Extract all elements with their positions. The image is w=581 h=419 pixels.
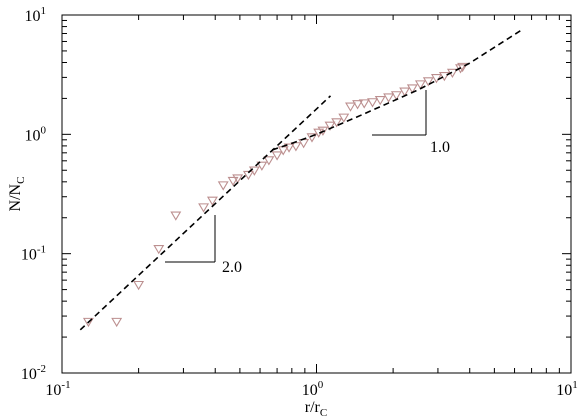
data-point xyxy=(227,176,239,187)
data-point xyxy=(111,317,123,328)
y-axis-label-subscript: C xyxy=(15,177,27,184)
tick-label-exponent: 0 xyxy=(318,379,324,391)
data-point xyxy=(283,143,295,153)
tick-label-base: 10 xyxy=(302,382,318,399)
data-point xyxy=(306,133,318,143)
data-point xyxy=(331,118,343,128)
tick-label-base: 10 xyxy=(556,382,572,399)
data-point xyxy=(383,93,395,103)
data-point xyxy=(358,99,370,109)
tick-label-exponent: -2 xyxy=(37,363,46,375)
tick-label-exponent: 1 xyxy=(41,5,47,17)
y-axis-label: N/NC xyxy=(7,177,27,212)
tick-label-exponent: -1 xyxy=(61,379,70,391)
data-point xyxy=(406,84,418,94)
data-point xyxy=(374,96,386,106)
data-point xyxy=(324,121,336,131)
tick-label: 10-1 xyxy=(21,244,46,264)
fit-line xyxy=(271,29,523,151)
data-point xyxy=(338,113,350,123)
tick-label-base: 10 xyxy=(45,382,61,399)
data-point xyxy=(82,317,94,328)
tick-label-exponent: 0 xyxy=(41,124,47,136)
data-point xyxy=(317,126,329,136)
annotation: 2.0 xyxy=(222,259,242,276)
data-point xyxy=(263,156,275,166)
data-point xyxy=(232,174,244,184)
tick-label: 101 xyxy=(556,379,578,399)
data-point xyxy=(290,142,302,152)
data-point xyxy=(133,280,145,291)
data-point xyxy=(153,245,165,255)
data-point xyxy=(345,102,356,112)
data-point xyxy=(414,80,426,90)
fit-line xyxy=(79,95,332,331)
data-point xyxy=(352,100,364,110)
tick-label-base: 10 xyxy=(21,247,37,264)
data-point xyxy=(399,87,411,97)
x-axis-label-text: r/r xyxy=(305,399,321,416)
annotation: 1.0 xyxy=(430,139,450,156)
data-point xyxy=(422,77,434,87)
data-point xyxy=(256,161,268,171)
data-point xyxy=(242,170,254,181)
tick-label: 10-1 xyxy=(45,379,70,399)
tick-label: 100 xyxy=(302,379,324,399)
x-axis-label: r/rC xyxy=(305,399,327,419)
data-point xyxy=(271,151,283,161)
tick-label-exponent: -1 xyxy=(37,244,46,256)
data-point xyxy=(170,211,182,221)
y-axis-label-text: N/N xyxy=(7,183,24,211)
tick-label-base: 10 xyxy=(25,8,41,25)
tick-label: 100 xyxy=(25,124,47,144)
data-point xyxy=(367,98,378,108)
data-point xyxy=(390,91,402,101)
tick-label-exponent: 1 xyxy=(572,379,578,391)
data-point xyxy=(198,203,210,213)
data-point xyxy=(248,166,260,176)
data-point xyxy=(206,196,218,206)
data-point xyxy=(438,71,450,82)
tick-label-base: 10 xyxy=(25,127,41,144)
tick-label: 101 xyxy=(25,5,47,25)
x-axis-label-subscript: C xyxy=(320,407,327,419)
tick-label: 10-2 xyxy=(21,363,46,383)
plot-frame xyxy=(61,14,572,374)
data-point xyxy=(217,181,229,191)
tick-label-base: 10 xyxy=(21,366,37,383)
